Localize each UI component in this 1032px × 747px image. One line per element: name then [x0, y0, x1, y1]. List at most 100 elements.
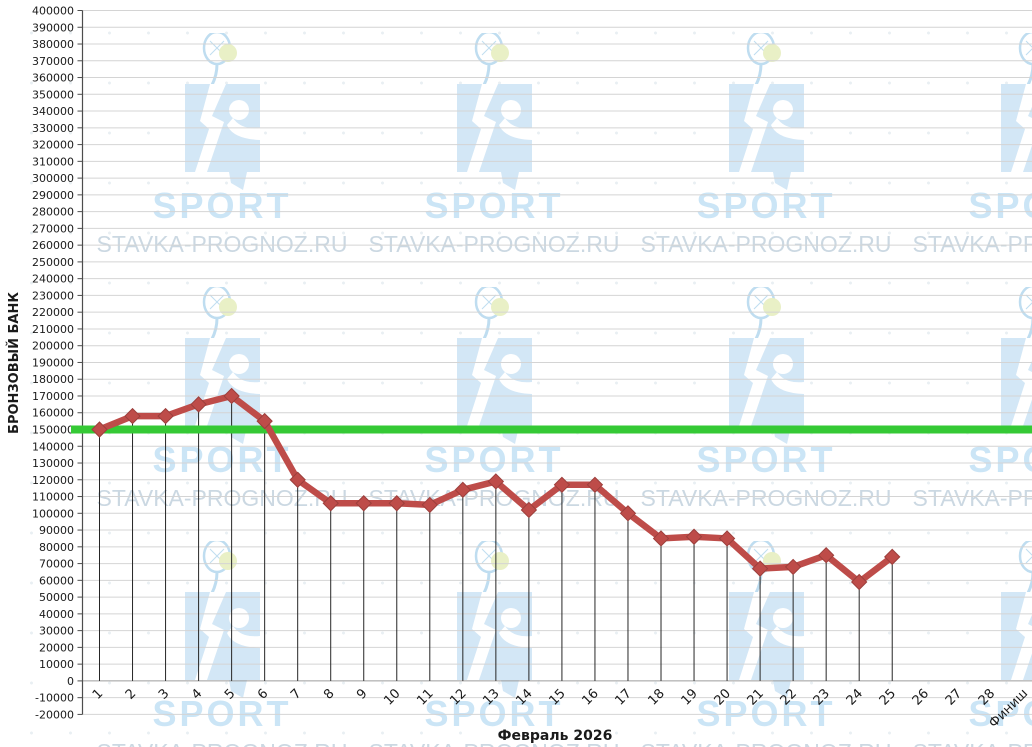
x-tick-label: 4 — [189, 686, 205, 702]
y-tick-label: 200000 — [32, 340, 74, 353]
data-series — [91, 387, 901, 591]
x-tick-label: 25 — [877, 686, 899, 708]
x-tick-label: 3 — [156, 686, 172, 702]
y-tick-label: 270000 — [32, 222, 74, 235]
y-tick-label: 100000 — [32, 507, 74, 520]
y-tick-label: 330000 — [32, 122, 74, 135]
y-axis-tick-labels: 4000003900003800003700003600003500003400… — [32, 5, 74, 722]
data-point-marker — [190, 396, 207, 413]
y-tick-label: 400000 — [32, 5, 74, 18]
data-point-marker — [487, 473, 505, 490]
x-axis-title: Февраль 2026 — [498, 728, 613, 744]
x-tick-label: 7 — [288, 686, 304, 702]
y-tick-label: 60000 — [39, 574, 74, 587]
y-tick-label: 280000 — [32, 206, 74, 219]
y-tick-label: 370000 — [32, 55, 74, 68]
y-tick-label: 110000 — [32, 491, 74, 504]
y-tick-label: -20000 — [35, 708, 74, 721]
data-point-marker — [586, 476, 604, 494]
watermark-brand-text: SPORT — [424, 185, 564, 226]
y-tick-label: 350000 — [32, 88, 74, 101]
x-tick-label: 20 — [712, 686, 734, 708]
y-tick-label: 30000 — [39, 625, 74, 638]
watermark-brand-text: SPORT — [696, 185, 836, 226]
watermark-site-text: STAVKA-PROGNOZ.RU — [364, 739, 624, 747]
y-tick-label: 90000 — [39, 524, 74, 537]
x-tick-label: 26 — [910, 686, 932, 708]
y-tick-label: 210000 — [32, 323, 74, 336]
y-tick-label: 20000 — [39, 641, 74, 654]
x-tick-label: 9 — [354, 686, 370, 702]
y-tick-label: 250000 — [32, 256, 74, 269]
axes — [77, 10, 84, 715]
watermark-brand-text: SPORT — [968, 185, 1032, 226]
y-tick-label: 130000 — [32, 457, 74, 470]
y-tick-label: 120000 — [32, 474, 74, 487]
data-point-marker — [355, 495, 372, 512]
gridlines — [82, 10, 1032, 715]
data-point-marker — [289, 471, 306, 488]
data-point-marker — [685, 528, 703, 545]
y-tick-label: 0 — [67, 675, 74, 688]
data-point-marker — [784, 558, 802, 576]
watermark-site-text: STAVKA-PROGNOZ.RU — [92, 739, 352, 747]
data-point-marker — [388, 495, 405, 512]
data-point-marker — [322, 495, 339, 512]
tennis-player-icon — [729, 287, 804, 444]
watermark-brand-text: SPORT — [152, 693, 292, 734]
watermark-brand-text: SPORT — [424, 693, 564, 734]
y-tick-label: 80000 — [39, 541, 74, 554]
data-point-marker — [157, 407, 174, 425]
x-tick-label: 14 — [513, 686, 535, 708]
y-tick-label: 290000 — [32, 189, 74, 202]
data-point-marker — [850, 573, 868, 591]
y-tick-label: 190000 — [32, 356, 74, 369]
y-tick-label: -10000 — [35, 692, 74, 705]
watermark-site-text: STAVKA-PROGNOZ.RU — [912, 231, 1032, 257]
data-point-marker — [817, 546, 835, 564]
y-tick-label: 50000 — [39, 591, 74, 604]
x-tick-label: 17 — [613, 686, 635, 708]
data-point-marker — [124, 407, 141, 425]
data-point-marker — [421, 496, 439, 514]
x-tick-label: 24 — [844, 686, 866, 708]
x-tick-label: 27 — [943, 686, 965, 708]
y-tick-label: 230000 — [32, 289, 74, 302]
data-point-marker — [619, 505, 637, 522]
data-point-marker — [751, 560, 769, 577]
watermark-site-text: STAVKA-PROGNOZ.RU — [640, 231, 892, 257]
y-tick-label: 390000 — [32, 21, 74, 34]
data-point-marker — [520, 501, 538, 519]
y-tick-label: 40000 — [39, 608, 74, 621]
watermark-site-text: STAVKA-PROGNOZ.RU — [640, 485, 892, 511]
data-point-marker — [91, 421, 108, 438]
x-tick-label: 21 — [745, 686, 767, 708]
y-tick-label: 140000 — [32, 440, 74, 453]
y-tick-label: 380000 — [32, 38, 74, 51]
y-tick-label: 70000 — [39, 558, 74, 571]
data-point-marker — [223, 387, 240, 405]
watermark-brand-text: SPORT — [152, 185, 292, 226]
x-axis-tick-labels: 1 2 3 4 5 6 7 8 9 10 11 12 13 14 15 16 17 18 19 20 21 22 23 24 2… — [90, 686, 1031, 731]
x-tick-label: 2 — [123, 686, 139, 702]
watermark-brand-text: SPORT — [696, 693, 836, 734]
y-tick-label: 320000 — [32, 139, 74, 152]
x-tick-label: 8 — [321, 686, 337, 702]
x-tick-label: 16 — [579, 686, 601, 708]
tennis-player-icon — [457, 287, 532, 444]
x-tick-label: 12 — [447, 686, 469, 708]
x-tick-label: 6 — [255, 686, 271, 702]
data-point-marker — [652, 530, 670, 547]
x-tick-label: 1 — [90, 686, 106, 702]
watermark-site-text: STAVKA-PROGNOZ.RU — [96, 231, 348, 257]
x-tick-label: 11 — [414, 686, 436, 708]
watermark-site-text: STAVKA-PROGNOZ.RU — [912, 485, 1032, 511]
x-tick-label: 28 — [976, 686, 998, 708]
y-tick-label: 240000 — [32, 273, 74, 286]
y-tick-label: 160000 — [32, 407, 74, 420]
y-tick-label: 170000 — [32, 390, 74, 403]
y-tick-label: 180000 — [32, 373, 74, 386]
data-point-marker — [454, 481, 472, 499]
